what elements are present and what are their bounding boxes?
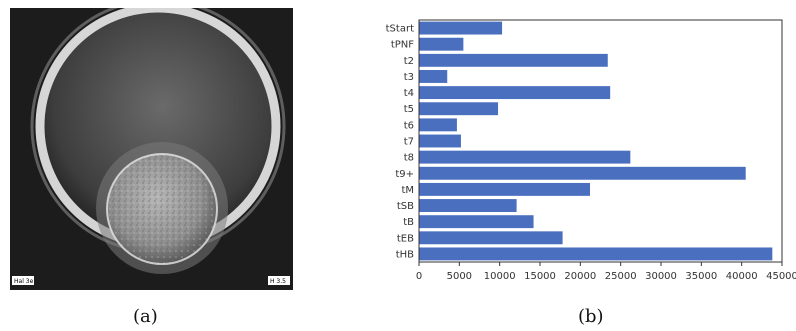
plot-frame	[418, 19, 783, 263]
x-tick-5000: 5000	[447, 271, 472, 282]
y-tick-t9+: t9+	[395, 169, 414, 180]
bar-t4	[419, 86, 611, 100]
y-tick-tB: tB	[403, 217, 414, 228]
caption-b: (b)	[578, 306, 604, 327]
x-tick-0: 0	[416, 271, 422, 282]
stamp-right-box	[268, 276, 290, 285]
x-tick-10000: 10000	[484, 271, 516, 282]
bar-tPNF	[419, 37, 464, 51]
y-tick-tM: tM	[401, 185, 414, 196]
y-tick-t4: t4	[404, 88, 414, 99]
y-tick-tSB: tSB	[397, 201, 414, 212]
y-tick-tEB: tEB	[397, 233, 414, 244]
bar-t5	[419, 102, 499, 116]
x-tick-40000: 40000	[726, 271, 758, 282]
bar-t6	[419, 118, 457, 132]
bar-tStart	[419, 21, 503, 35]
bar-chart: tStart tPNF t2 t3 t4 t5 t6 t7 t8 t9+ tM tSB tB tEB tHB…	[386, 19, 796, 282]
bar-t3	[419, 70, 448, 83]
y-tick-t6: t6	[404, 120, 414, 131]
stamp-left: Hal 3e	[14, 278, 34, 285]
bar-tM	[419, 182, 591, 196]
y-tick-tHB: tHB	[396, 249, 414, 260]
bar-tSB	[419, 199, 517, 212]
x-tick-20000: 20000	[564, 271, 596, 282]
x-tick-35000: 35000	[685, 271, 717, 282]
x-tick-labels: 0 5000 10000 15000 20000 25000 30000 35000 40000…	[416, 262, 796, 282]
bar-t7	[419, 134, 461, 148]
x-tick-25000: 25000	[605, 271, 637, 282]
embryo-texture	[107, 154, 217, 264]
bar-tHB	[419, 247, 773, 261]
embryo-micrograph: Hal 3e H 3.5	[10, 8, 293, 290]
x-tick-45000: 45000	[766, 271, 796, 282]
x-tick-30000: 30000	[645, 271, 677, 282]
y-tick-t7: t7	[404, 137, 414, 148]
stamp-right: H 3.5	[270, 278, 286, 285]
x-tick-15000: 15000	[524, 271, 556, 282]
y-tick-tPNF: tPNF	[391, 40, 414, 51]
y-tick-t8: t8	[404, 153, 414, 164]
bar-t8	[419, 150, 631, 164]
y-tick-t3: t3	[404, 72, 414, 83]
y-tick-labels: tStart tPNF t2 t3 t4 t5 t6 t7 t8 t9+ tM tSB tB tEB tHB	[386, 24, 415, 261]
bar-tEB	[419, 231, 563, 245]
caption-a: (a)	[133, 306, 158, 327]
y-tick-tStart: tStart	[386, 24, 414, 35]
bars-group	[419, 21, 773, 261]
stamp-left-box	[12, 276, 34, 285]
bar-t2	[419, 53, 608, 67]
bar-tB	[419, 215, 534, 229]
y-tick-t2: t2	[404, 56, 414, 67]
bar-t9+	[419, 166, 746, 180]
embryo-membrane	[106, 153, 218, 265]
y-tick-t5: t5	[404, 104, 414, 115]
